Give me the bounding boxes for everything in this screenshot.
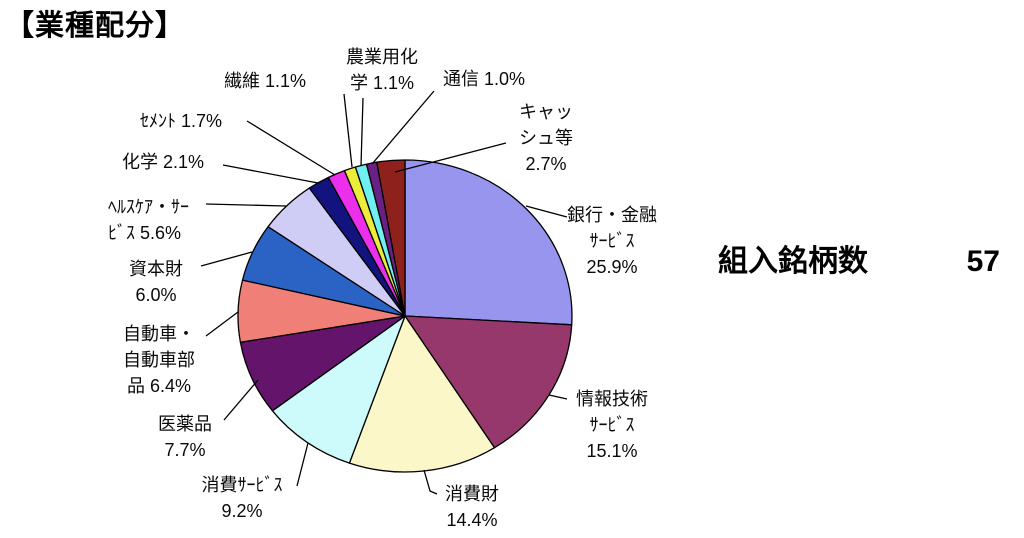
pie-label-11: 農業用化学 1.1% [346,44,418,96]
pie-label-6: 資本財 6.0% [129,256,183,308]
pie-label-line: 学 1.1% [349,73,415,93]
pie-label-0: 銀行・金融 ｻｰﾋﾞｽ 25.9% [567,202,657,280]
pie-label-line: ﾋﾞｽ 5.6% [108,223,182,243]
pie-label-line: 通信 1.0% [443,69,526,89]
pie-label-line: 自動車・ [123,324,195,344]
leader-line-3 [296,442,309,487]
leader-line-8 [222,164,319,184]
pie-label-line: 7.7% [164,440,206,460]
pie-slice-0 [404,159,573,326]
pie-label-line: 2.7% [525,154,567,174]
leader-line-2 [423,469,438,495]
pie-label-line: 農業用化 [346,47,418,67]
leader-line-4 [223,379,259,421]
leader-line-10 [343,93,353,168]
pie-slice-13 [376,159,406,317]
pie-label-line: ｾﾒﾝﾄ 1.7% [140,111,223,131]
pie-label-line: シュ等 [519,128,573,148]
pie-label-line: 消費財 [445,484,499,504]
pie-label-line: 9.2% [221,501,263,521]
pie-slice-1 [404,315,573,449]
pie-slice-3 [271,315,406,464]
pie-label-5: 自動車・自動車部品 6.4% [123,321,195,399]
pie-label-line: 化学 2.1% [122,152,205,172]
pie-label-line: 品 6.4% [126,376,192,396]
page-title: 【業種配分】 [5,10,186,42]
pie-label-line: ｻｰﾋﾞｽ [589,415,635,435]
pie-label-line: 繊維 1.1% [224,71,307,91]
holdings-label: 組入銘柄数 [718,245,868,278]
leader-line-1 [548,394,568,400]
pie-label-line: 25.9% [586,257,638,277]
pie-label-line: ｻｰﾋﾞｽ [589,231,635,251]
pie-label-line: 15.1% [586,441,638,461]
pie-label-line: 資本財 [129,259,183,279]
pie-label-line: 14.4% [446,510,498,530]
pie-label-7: ﾍﾙｽｹｱ・ｻｰ ﾋﾞｽ 5.6% [108,194,189,246]
pie-label-line: ﾍﾙｽｹｱ・ｻｰ [108,197,189,217]
pie-label-2: 消費財 14.4% [445,481,499,533]
pie-label-1: 情報技術 ｻｰﾋﾞｽ 15.1% [576,386,648,464]
pie-label-line: 医薬品 [158,414,212,434]
pie-label-line: 消費ｻｰﾋﾞｽ [201,475,283,495]
holdings-value: 57 [966,245,1000,278]
pie-label-9: ｾﾒﾝﾄ 1.7% [140,108,222,134]
pie-label-3: 消費ｻｰﾋﾞｽ 9.2% [202,472,283,524]
pie-label-line: キャッ [519,102,573,122]
leader-line-6 [200,251,253,267]
leader-line-12 [371,90,435,165]
leader-line-7 [205,203,287,207]
pie-label-4: 医薬品 7.7% [158,411,212,463]
holdings-count: 組入銘柄数 57 [718,236,1000,280]
pie-label-line: 自動車部 [123,350,195,370]
pie-label-8: 化学 2.1% [122,149,204,175]
pie-label-line: 銀行・金融 [567,205,657,225]
pie-label-10: 繊維 1.1% [224,68,306,94]
pie-label-13: キャッシュ等 2.7% [519,99,573,177]
leader-line-11 [360,97,364,167]
pie-label-12: 通信 1.0% [443,66,525,92]
leader-line-5 [205,311,239,337]
leader-line-9 [246,120,336,176]
leader-line-0 [525,205,568,218]
leader-line-13 [394,142,507,173]
pie-label-line: 6.0% [135,285,177,305]
pie-label-line: 情報技術 [576,389,648,409]
